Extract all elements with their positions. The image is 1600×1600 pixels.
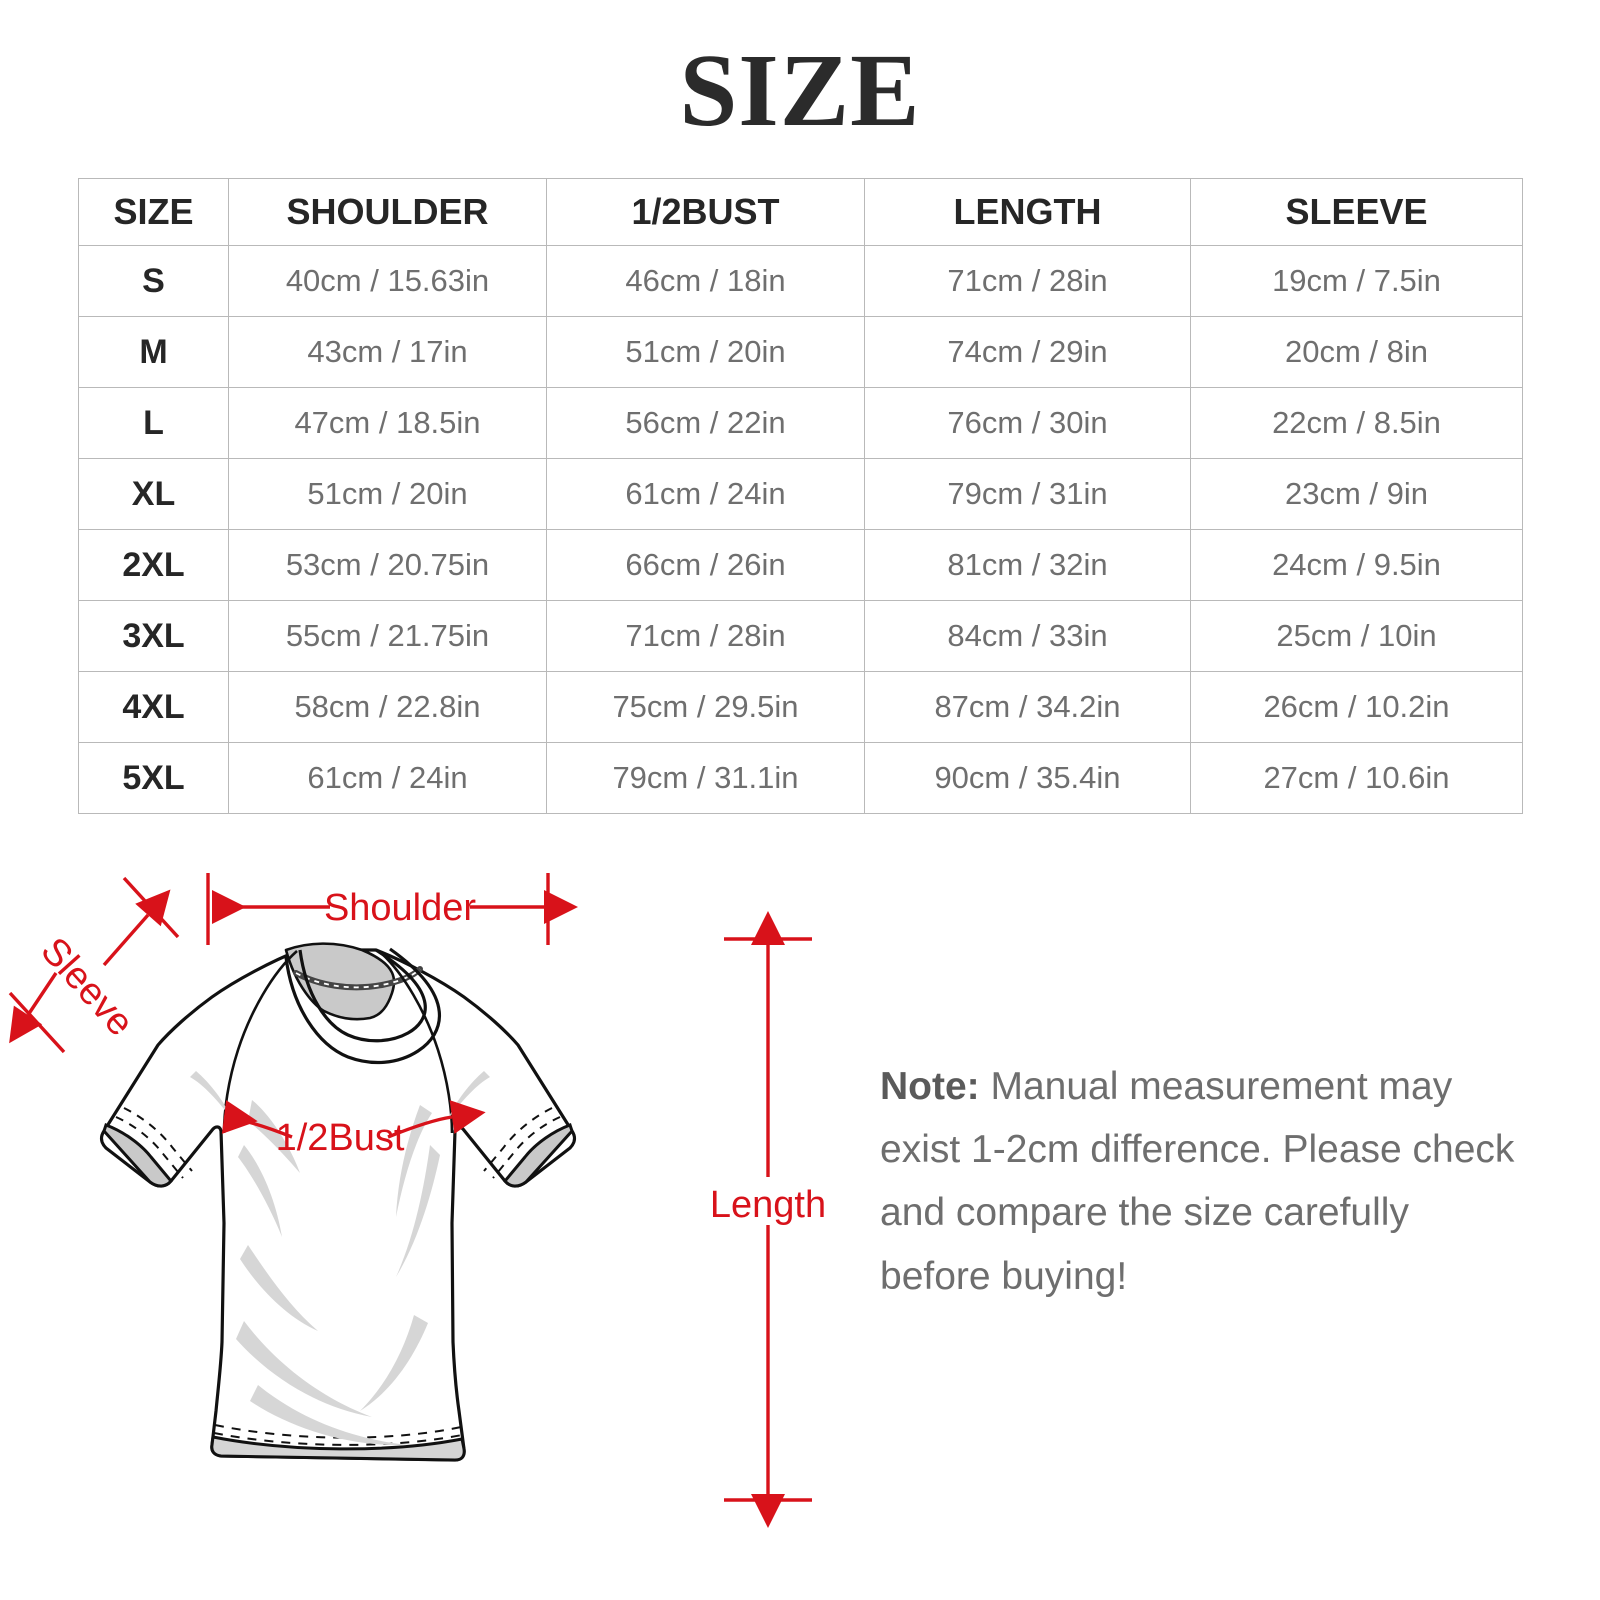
cell-sleeve: 24cm / 9.5in [1190, 529, 1523, 601]
tshirt-cuff-left [102, 1123, 173, 1188]
cell-shoulder: 55cm / 21.75in [228, 600, 547, 672]
shoulder-measurement-annotation: Shoulder [206, 873, 578, 945]
cell-shoulder: 40cm / 15.63in [228, 245, 547, 317]
cell-shoulder: 43cm / 17in [228, 316, 547, 388]
cell-size: 3XL [78, 600, 229, 672]
cell-length: 87cm / 34.2in [864, 671, 1191, 743]
cell-size: 5XL [78, 742, 229, 814]
sleeve-label: Sleeve [32, 930, 141, 1044]
table-row: 4XL 58cm / 22.8in 75cm / 29.5in 87cm / 3… [78, 671, 1523, 743]
bust-arrow-right-segment [387, 1100, 486, 1139]
cell-length: 90cm / 35.4in [864, 742, 1191, 814]
table-header-row: SIZE SHOULDER 1/2BUST LENGTH SLEEVE [78, 178, 1523, 246]
cell-length: 76cm / 30in [864, 387, 1191, 459]
tshirt-neckline-rib [284, 947, 442, 1065]
note-label: Note: [880, 1065, 980, 1108]
cell-shoulder: 47cm / 18.5in [228, 387, 547, 459]
cell-shoulder: 53cm / 20.75in [228, 529, 547, 601]
cell-shoulder: 61cm / 24in [228, 742, 547, 814]
cell-sleeve: 20cm / 8in [1190, 316, 1523, 388]
tshirt-cuff-left-stitch2 [123, 1107, 193, 1172]
tshirt-hem-stitch2 [213, 1432, 463, 1446]
tshirt-illustration [99, 942, 577, 1462]
cell-bust: 61cm / 24in [546, 458, 865, 530]
cell-bust: 46cm / 18in [546, 245, 865, 317]
cell-length: 79cm / 31in [864, 458, 1191, 530]
cell-sleeve: 22cm / 8.5in [1190, 387, 1523, 459]
sleeve-arrow-upper-segment [102, 889, 171, 967]
length-measurement-annotation: Length [710, 911, 826, 1528]
column-header-size: SIZE [78, 178, 229, 246]
cell-size: 4XL [78, 671, 229, 743]
bust-arrow-left-segment [221, 1100, 293, 1139]
table-row: 5XL 61cm / 24in 79cm / 31.1in 90cm / 35.… [78, 742, 1523, 814]
table-row: M 43cm / 17in 51cm / 20in 74cm / 29in 20… [78, 316, 1523, 388]
measurement-note: Note: Manual measurement may exist 1-2cm… [880, 1055, 1520, 1308]
cell-size: 2XL [78, 529, 229, 601]
tshirt-cuff-right-stitch2 [483, 1107, 553, 1172]
tshirt-body-shape [99, 948, 577, 1462]
bust-measurement-annotation: 1/2Bust [221, 1100, 486, 1159]
cell-shoulder: 58cm / 22.8in [228, 671, 547, 743]
tshirt-measurement-diagram: Shoulder Sleeve 1/2Bust Length [0, 845, 880, 1545]
cell-size: XL [78, 458, 229, 530]
cell-sleeve: 23cm / 9in [1190, 458, 1523, 530]
page-title: SIZE [679, 33, 921, 148]
size-chart-table: SIZE SHOULDER 1/2BUST LENGTH SLEEVE S 40… [78, 178, 1523, 814]
cell-bust: 79cm / 31.1in [546, 742, 865, 814]
table-row: S 40cm / 15.63in 46cm / 18in 71cm / 28in… [78, 245, 1523, 317]
cell-length: 74cm / 29in [864, 316, 1191, 388]
bust-label: 1/2Bust [276, 1117, 405, 1159]
tshirt-cuff-left-stitch [115, 1116, 184, 1179]
cell-length: 71cm / 28in [864, 245, 1191, 317]
cell-size: L [78, 387, 229, 459]
column-header-length: LENGTH [864, 178, 1191, 246]
cell-bust: 51cm / 20in [546, 316, 865, 388]
cell-bust: 56cm / 22in [546, 387, 865, 459]
column-header-bust: 1/2BUST [546, 178, 865, 246]
tshirt-hem [210, 1435, 466, 1462]
cell-size: S [78, 245, 229, 317]
cell-bust: 71cm / 28in [546, 600, 865, 672]
cell-sleeve: 26cm / 10.2in [1190, 671, 1523, 743]
column-header-shoulder: SHOULDER [228, 178, 547, 246]
tshirt-collar-tape-stitch [295, 968, 421, 989]
cell-size: M [78, 316, 229, 388]
table-row: L 47cm / 18.5in 56cm / 22in 76cm / 30in … [78, 387, 1523, 459]
column-header-sleeve: SLEEVE [1190, 178, 1523, 246]
table-row: 3XL 55cm / 21.75in 71cm / 28in 84cm / 33… [78, 600, 1523, 672]
cell-sleeve: 27cm / 10.6in [1190, 742, 1523, 814]
sleeve-tick-upper [122, 876, 180, 939]
table-row: 2XL 53cm / 20.75in 66cm / 26in 81cm / 32… [78, 529, 1523, 601]
sleeve-arrow-lower-segment [9, 972, 58, 1044]
cell-length: 81cm / 32in [864, 529, 1191, 601]
cell-sleeve: 19cm / 7.5in [1190, 245, 1523, 317]
tshirt-neckline [298, 948, 427, 1043]
shoulder-label: Shoulder [324, 887, 476, 929]
tshirt-cuff-right-stitch [492, 1116, 561, 1179]
cell-bust: 66cm / 26in [546, 529, 865, 601]
cell-shoulder: 51cm / 20in [228, 458, 547, 530]
cell-bust: 75cm / 29.5in [546, 671, 865, 743]
length-label: Length [710, 1184, 826, 1226]
sleeve-measurement-annotation: Sleeve [8, 876, 180, 1054]
cell-length: 84cm / 33in [864, 600, 1191, 672]
tshirt-cuff-right [503, 1123, 574, 1188]
note-text: Manual measurement may exist 1-2cm diffe… [880, 1065, 1515, 1298]
table-row: XL 51cm / 20in 61cm / 24in 79cm / 31in 2… [78, 458, 1523, 530]
cell-sleeve: 25cm / 10in [1190, 600, 1523, 672]
